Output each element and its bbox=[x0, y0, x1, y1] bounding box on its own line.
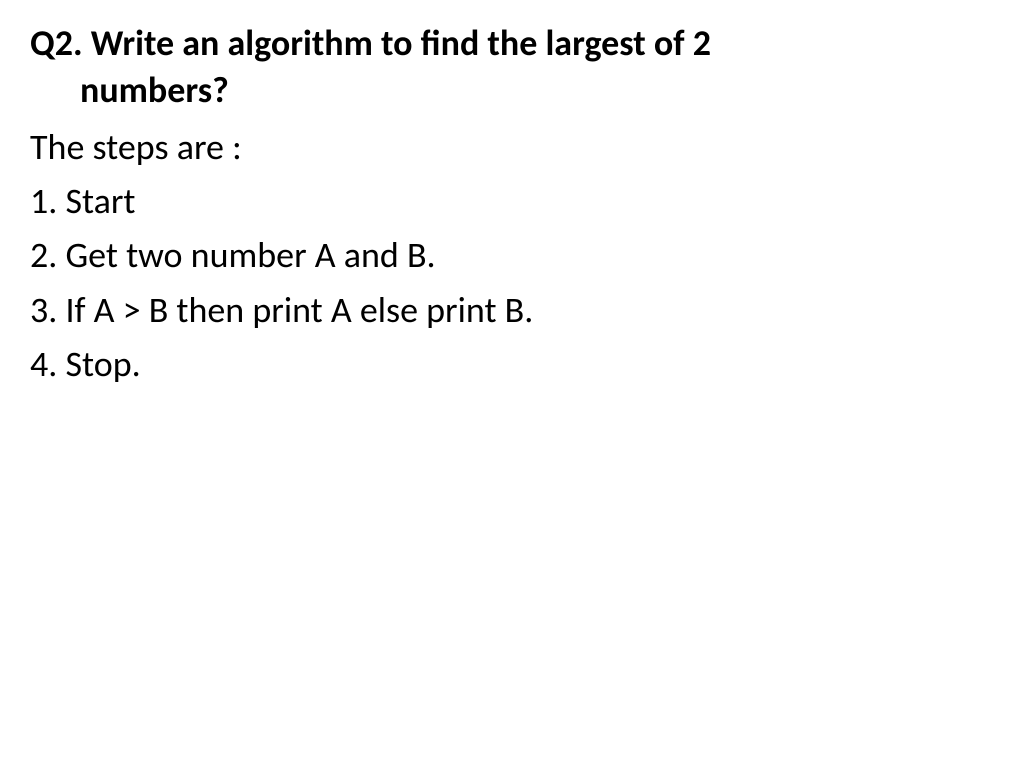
question-title-line1: Q2. Write an algorithm to find the large… bbox=[30, 20, 994, 67]
step-1: 1. Start bbox=[30, 176, 994, 226]
question-title-line2: numbers? bbox=[30, 67, 994, 114]
step-2: 2. Get two number A and B. bbox=[30, 230, 994, 280]
question-title: Q2. Write an algorithm to find the large… bbox=[30, 20, 994, 114]
step-4: 4. Stop. bbox=[30, 339, 994, 389]
intro-text: The steps are : bbox=[30, 122, 994, 172]
document-content: Q2. Write an algorithm to find the large… bbox=[30, 20, 994, 390]
step-3: 3. If A > B then print A else print B. bbox=[30, 285, 994, 335]
